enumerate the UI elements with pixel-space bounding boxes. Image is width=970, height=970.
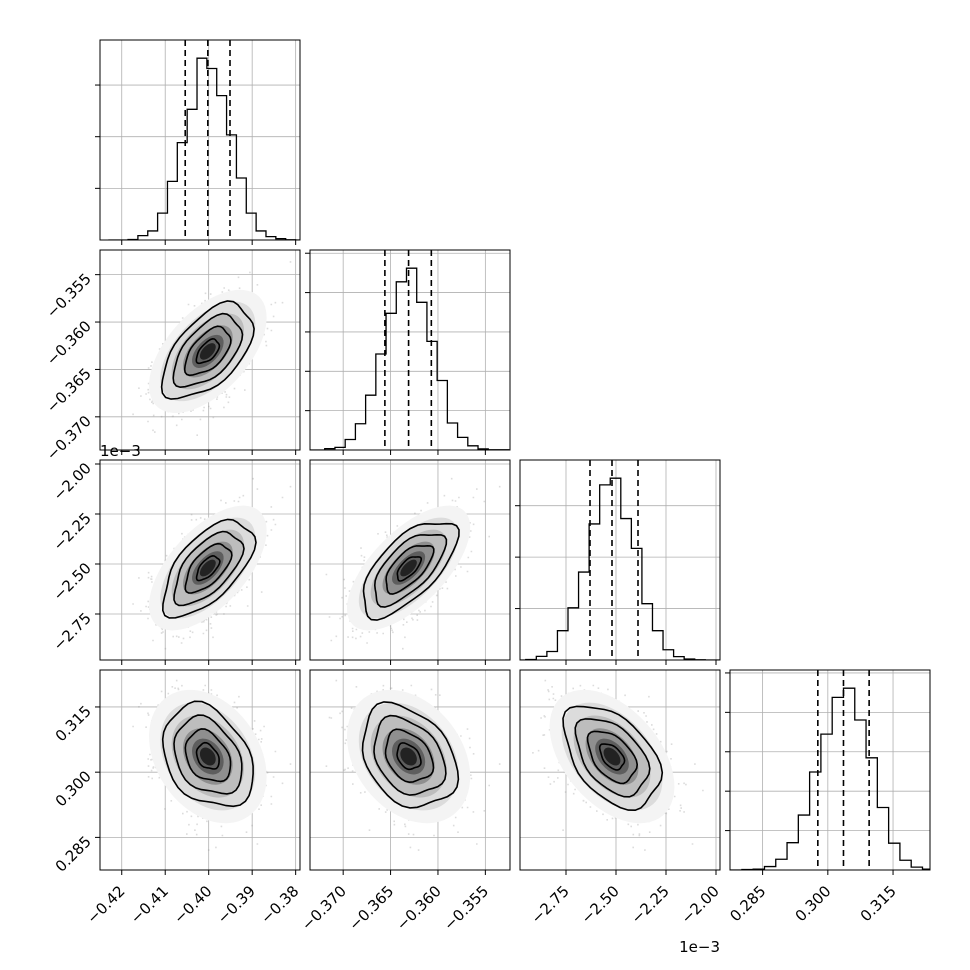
- contour-line: [396, 556, 422, 582]
- contour-line: [373, 533, 448, 608]
- y-tick-label: −2.50: [50, 559, 95, 604]
- x-tick-label: −0.40: [170, 882, 215, 927]
- y-tick-label: −0.365: [43, 365, 95, 417]
- panel-2-0: −2.75 −2.50 −2.25 −2.00 1e−3: [50, 442, 301, 665]
- x-tick-label: −2.50: [578, 882, 623, 927]
- contour-line: [160, 300, 255, 400]
- panel-3-2: −2.75 −2.50 −2.25 −2.00 1e−3: [519, 669, 723, 956]
- panel-frame: [519, 669, 721, 871]
- contour-line: [183, 325, 232, 377]
- histogram-3: [730, 687, 930, 870]
- y-tick-label: −0.360: [43, 317, 95, 369]
- panel-frame: [309, 459, 511, 661]
- panel-2-1: [309, 459, 511, 665]
- panel-0-0: [95, 39, 301, 245]
- contour-line: [184, 728, 232, 783]
- histogram-0: [108, 57, 300, 240]
- panel-content: [730, 670, 930, 870]
- x-tick-label: 0.300: [792, 882, 835, 925]
- panel-frame: [99, 669, 301, 871]
- x-tick-label: −0.360: [393, 882, 445, 934]
- density-level: [400, 747, 417, 766]
- panel-frame: [99, 459, 301, 661]
- histogram-1: [310, 267, 510, 450]
- panel-frame: [729, 669, 931, 871]
- y-tick-label: −0.355: [43, 270, 95, 322]
- y-tick-label: 0.285: [52, 832, 95, 875]
- contour-line: [361, 701, 460, 809]
- contour-line: [373, 714, 447, 796]
- contour-line: [173, 530, 245, 607]
- panel-content: [310, 250, 510, 450]
- panel-content: [100, 40, 300, 240]
- y-offset-label: 1e−3: [100, 442, 141, 460]
- x-tick-label: −0.39: [214, 882, 259, 927]
- contour-line: [173, 714, 243, 795]
- contour-line: [574, 718, 651, 798]
- y-tick-label: −2.00: [50, 459, 95, 504]
- contour-line: [161, 700, 254, 808]
- panel-frame: [519, 459, 721, 661]
- contour-line: [195, 337, 221, 365]
- contour-line: [172, 312, 244, 389]
- x-tick-label: 0.315: [857, 882, 900, 925]
- x-offset-label: 1e−3: [679, 938, 720, 956]
- panel-frame: [99, 249, 301, 451]
- y-tick-label: 0.300: [52, 767, 95, 810]
- panel-frame: [99, 39, 301, 241]
- contour-line: [362, 522, 460, 621]
- x-tick-label: −2.25: [628, 882, 673, 927]
- contour-line: [184, 542, 233, 594]
- density-level: [199, 559, 216, 577]
- x-tick-label: −0.41: [127, 882, 172, 927]
- panel-3-3: 0.285 0.300 0.315: [725, 669, 931, 925]
- panel-frame: [309, 669, 511, 871]
- contour-line: [384, 728, 435, 784]
- density-level: [603, 747, 621, 766]
- contour-line: [396, 742, 422, 771]
- contour-line: [385, 544, 435, 595]
- panel-content: [100, 670, 300, 870]
- y-tick-label: −2.75: [50, 609, 95, 654]
- panel-content: [310, 670, 510, 870]
- contour-line: [195, 554, 221, 582]
- contour-line: [562, 705, 664, 812]
- density-level: [400, 559, 417, 577]
- x-tick-label: −0.370: [298, 882, 350, 934]
- panel-2-2: [515, 459, 721, 665]
- panel-content: [100, 250, 300, 450]
- panel-content: [100, 460, 300, 660]
- panel-content: [310, 460, 510, 660]
- y-tick-label: −2.25: [50, 509, 95, 554]
- x-tick-label: −0.38: [257, 882, 302, 927]
- histogram-2: [520, 477, 720, 660]
- x-tick-label: −0.355: [440, 882, 492, 934]
- x-tick-label: −0.365: [345, 882, 397, 934]
- panel-1-1: [305, 249, 511, 455]
- panel-content: [520, 670, 720, 870]
- y-tick-label: 0.315: [52, 702, 95, 745]
- x-tick-label: −0.42: [83, 882, 128, 927]
- x-tick-label: 0.285: [726, 882, 769, 925]
- contour-line: [598, 743, 626, 771]
- panel-frame: [309, 249, 511, 451]
- density-level: [199, 747, 216, 766]
- density-level: [199, 343, 216, 360]
- panel-content: [520, 460, 720, 660]
- panel-1-0: −0.370−0.365−0.360−0.355: [43, 249, 301, 464]
- panel-3-0: 0.285 0.300 0.315 −0.42−0.41−0.40−0.39−0.38: [52, 669, 302, 927]
- contour-line: [586, 730, 639, 785]
- y-tick-label: −0.370: [43, 412, 95, 464]
- contour-line: [195, 741, 220, 770]
- x-tick-label: −2.00: [678, 882, 723, 927]
- x-tick-label: −2.75: [528, 882, 573, 927]
- contour-line: [161, 518, 257, 619]
- panel-3-1: −0.370−0.365−0.360−0.355: [298, 669, 511, 934]
